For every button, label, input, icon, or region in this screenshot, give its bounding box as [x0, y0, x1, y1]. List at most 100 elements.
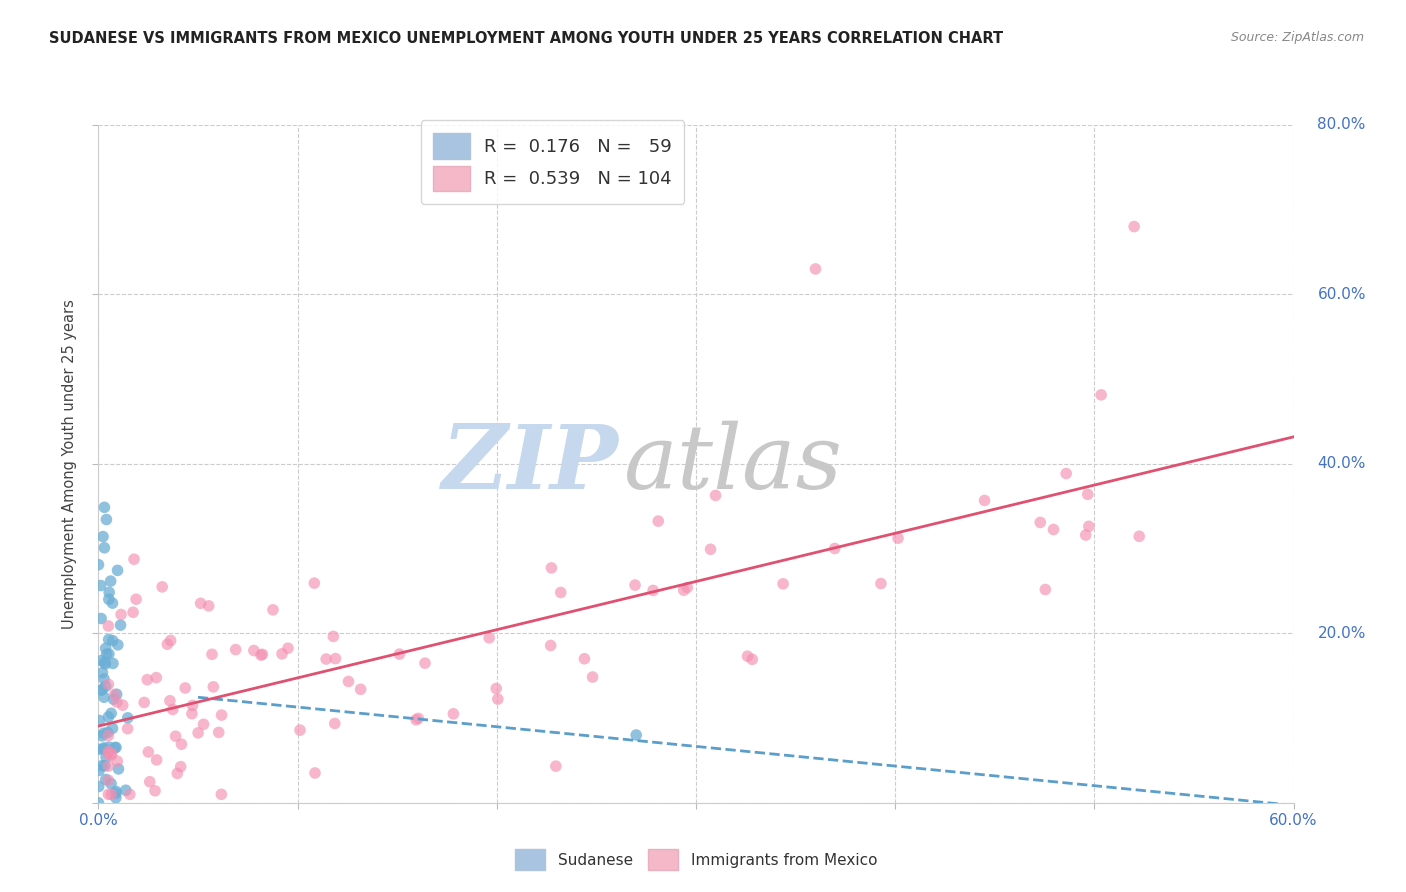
Point [1074, 528, 1097, 542]
Point [87, 780, 110, 794]
Point [97, 773, 120, 788]
Point [804, 262, 827, 277]
Point [93, 758, 115, 772]
Point [91, 742, 114, 756]
Point [122, 605, 145, 619]
Point [159, 633, 181, 648]
Point [304, 766, 326, 780]
Point [676, 581, 699, 595]
Text: 40.0%: 40.0% [1317, 457, 1365, 471]
Point [486, 692, 509, 706]
Point [165, 729, 187, 743]
Point [97, 729, 120, 743]
Point [97, 592, 120, 607]
Point [100, 788, 122, 801]
Point [156, 637, 179, 651]
Point [540, 639, 562, 653]
Point [271, 647, 294, 661]
Point [101, 657, 124, 671]
Point [107, 638, 129, 652]
Point [93, 690, 115, 705]
Point [208, 725, 231, 739]
Point [94, 750, 117, 764]
Text: atlas: atlas [624, 420, 844, 508]
Point [202, 680, 225, 694]
Point [1128, 529, 1150, 543]
Point [87, 742, 110, 756]
Point [125, 592, 148, 607]
Point [97, 759, 120, 773]
Legend: Sudanese, Immigrants from Mexico: Sudanese, Immigrants from Mexico [509, 843, 883, 877]
Point [101, 596, 124, 610]
Point [252, 648, 274, 662]
Point [107, 762, 129, 776]
Point [90, 654, 112, 668]
Point [485, 681, 508, 696]
Point [94, 772, 117, 787]
Point [122, 552, 145, 566]
Point [110, 618, 132, 632]
Point [103, 692, 125, 706]
Point [100, 748, 122, 763]
Point [250, 648, 273, 662]
Point [581, 670, 603, 684]
Point [304, 576, 326, 591]
Point [104, 740, 127, 755]
Point [887, 531, 910, 545]
Point [136, 745, 159, 759]
Point [93, 500, 115, 515]
Point [225, 642, 247, 657]
Point [93, 672, 115, 686]
Point [105, 784, 128, 798]
Point [323, 716, 346, 731]
Point [1033, 582, 1056, 597]
Point [181, 698, 204, 713]
Point [1054, 467, 1077, 481]
Point [162, 702, 184, 716]
Point [209, 788, 232, 801]
Point [166, 766, 188, 780]
Point [94, 679, 117, 693]
Point [97, 747, 120, 761]
Point [101, 722, 124, 736]
Point [544, 759, 567, 773]
Point [105, 754, 128, 768]
Point [110, 607, 132, 622]
Point [180, 706, 202, 721]
Point [540, 561, 562, 575]
Point [170, 737, 193, 751]
Text: 60.0%: 60.0% [1317, 287, 1365, 301]
Point [100, 706, 122, 721]
Point [104, 790, 127, 805]
Point [105, 695, 128, 709]
Point [94, 641, 117, 656]
Point [103, 688, 125, 702]
Point [262, 603, 284, 617]
Point [699, 542, 721, 557]
Point [441, 706, 464, 721]
Point [97, 788, 120, 801]
Point [97, 647, 120, 661]
Point [90, 578, 112, 592]
Text: ZIP: ZIP [443, 421, 619, 507]
Point [1077, 519, 1099, 533]
Point [117, 722, 139, 736]
Point [641, 583, 664, 598]
Point [87, 764, 110, 778]
Point [97, 740, 120, 755]
Y-axis label: Unemployment Among Youth under 25 years: Unemployment Among Youth under 25 years [62, 299, 77, 629]
Point [111, 698, 134, 713]
Point [408, 711, 430, 725]
Point [1077, 487, 1099, 501]
Point [315, 652, 337, 666]
Point [349, 682, 371, 697]
Point [118, 788, 141, 801]
Point [288, 723, 311, 738]
Point [190, 596, 212, 610]
Point [187, 726, 209, 740]
Point [97, 725, 120, 739]
Point [97, 744, 120, 758]
Point [145, 753, 167, 767]
Point [117, 711, 139, 725]
Point [90, 611, 112, 625]
